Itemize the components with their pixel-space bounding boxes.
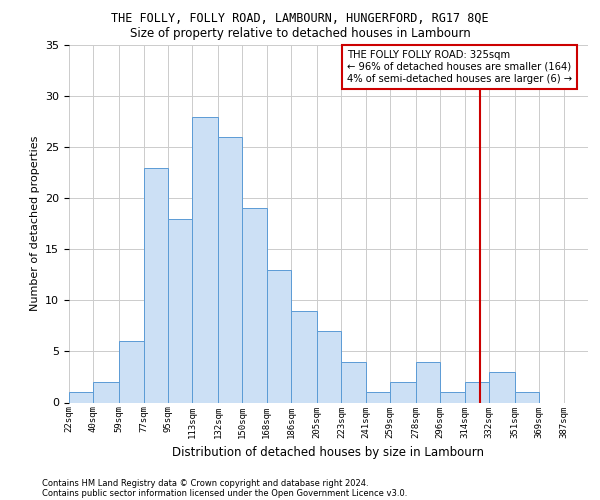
Bar [94,382,119,402]
Bar [168,218,193,402]
Bar [515,392,539,402]
Text: Contains HM Land Registry data © Crown copyright and database right 2024.: Contains HM Land Registry data © Crown c… [42,478,368,488]
Bar [489,372,515,402]
Bar [242,208,267,402]
Bar [366,392,390,402]
Y-axis label: Number of detached properties: Number of detached properties [29,136,40,312]
Bar [193,116,218,403]
Text: THE FOLLY FOLLY ROAD: 325sqm
← 96% of detached houses are smaller (164)
4% of se: THE FOLLY FOLLY ROAD: 325sqm ← 96% of de… [347,50,572,84]
Bar [464,382,489,402]
Text: Size of property relative to detached houses in Lambourn: Size of property relative to detached ho… [130,28,470,40]
Bar [69,392,94,402]
Text: Contains public sector information licensed under the Open Government Licence v3: Contains public sector information licen… [42,488,407,498]
Bar [440,392,464,402]
Bar [119,341,143,402]
Bar [267,270,291,402]
Bar [218,137,242,402]
X-axis label: Distribution of detached houses by size in Lambourn: Distribution of detached houses by size … [173,446,485,459]
Bar [143,168,168,402]
Bar [341,362,366,403]
Bar [390,382,416,402]
Bar [317,331,341,402]
Bar [416,362,440,403]
Bar [291,310,317,402]
Text: THE FOLLY, FOLLY ROAD, LAMBOURN, HUNGERFORD, RG17 8QE: THE FOLLY, FOLLY ROAD, LAMBOURN, HUNGERF… [111,12,489,24]
